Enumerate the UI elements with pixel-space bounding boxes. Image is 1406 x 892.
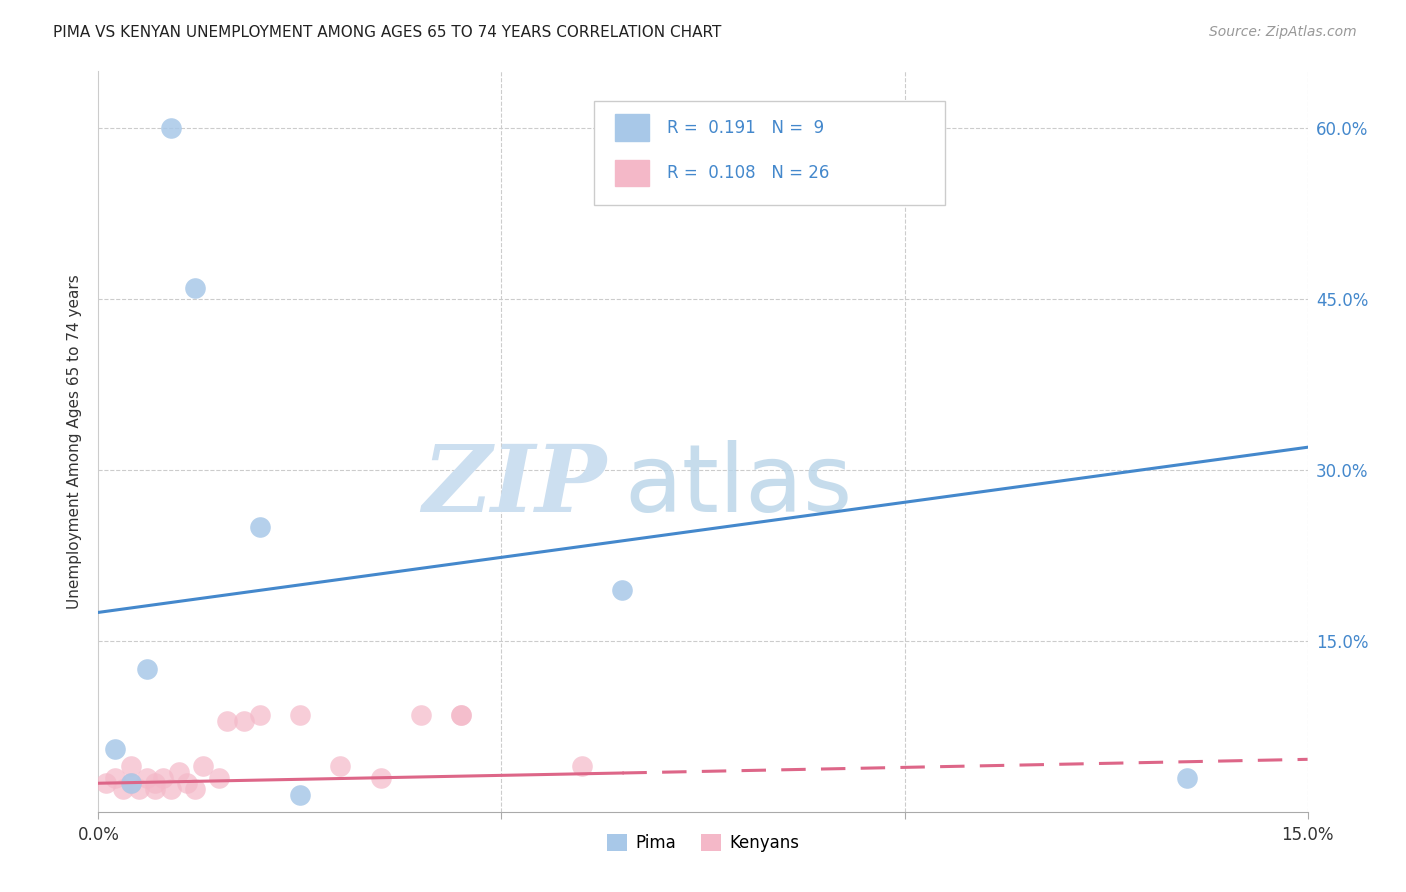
Point bbox=[571, 759, 593, 773]
Text: ZIP: ZIP bbox=[422, 441, 606, 531]
Text: PIMA VS KENYAN UNEMPLOYMENT AMONG AGES 65 TO 74 YEARS CORRELATION CHART: PIMA VS KENYAN UNEMPLOYMENT AMONG AGES 6… bbox=[53, 25, 721, 40]
Y-axis label: Unemployment Among Ages 65 to 74 years: Unemployment Among Ages 65 to 74 years bbox=[67, 274, 83, 609]
Point bbox=[370, 771, 392, 785]
Point bbox=[167, 764, 190, 779]
Point bbox=[184, 781, 207, 796]
Point bbox=[152, 771, 174, 785]
Text: atlas: atlas bbox=[624, 440, 852, 532]
Point bbox=[329, 759, 352, 773]
Point bbox=[184, 281, 207, 295]
Point bbox=[96, 776, 118, 790]
Point bbox=[288, 788, 311, 802]
Point bbox=[288, 707, 311, 722]
Text: R =  0.108   N = 26: R = 0.108 N = 26 bbox=[666, 164, 830, 182]
Text: R =  0.191   N =  9: R = 0.191 N = 9 bbox=[666, 119, 824, 136]
Point bbox=[249, 707, 271, 722]
Point bbox=[111, 781, 134, 796]
Point bbox=[232, 714, 254, 728]
Point bbox=[143, 776, 166, 790]
Point bbox=[120, 776, 142, 790]
Point bbox=[160, 781, 183, 796]
Point bbox=[249, 520, 271, 534]
Point bbox=[120, 776, 142, 790]
Bar bbox=[614, 114, 648, 141]
Point bbox=[176, 776, 198, 790]
Point bbox=[217, 714, 239, 728]
Point bbox=[135, 771, 157, 785]
Point bbox=[103, 742, 125, 756]
Point bbox=[120, 759, 142, 773]
Point bbox=[208, 771, 231, 785]
Point bbox=[612, 582, 634, 597]
Point bbox=[409, 707, 432, 722]
Point bbox=[143, 781, 166, 796]
Point bbox=[1175, 771, 1198, 785]
Text: Source: ZipAtlas.com: Source: ZipAtlas.com bbox=[1209, 25, 1357, 39]
Point bbox=[128, 781, 150, 796]
Point bbox=[450, 707, 472, 722]
Point bbox=[103, 771, 125, 785]
Legend: Pima, Kenyans: Pima, Kenyans bbox=[600, 828, 806, 859]
Point bbox=[135, 662, 157, 676]
Point bbox=[450, 707, 472, 722]
Point bbox=[193, 759, 215, 773]
FancyBboxPatch shape bbox=[595, 101, 945, 204]
Point bbox=[160, 121, 183, 136]
Bar bbox=[614, 160, 648, 186]
